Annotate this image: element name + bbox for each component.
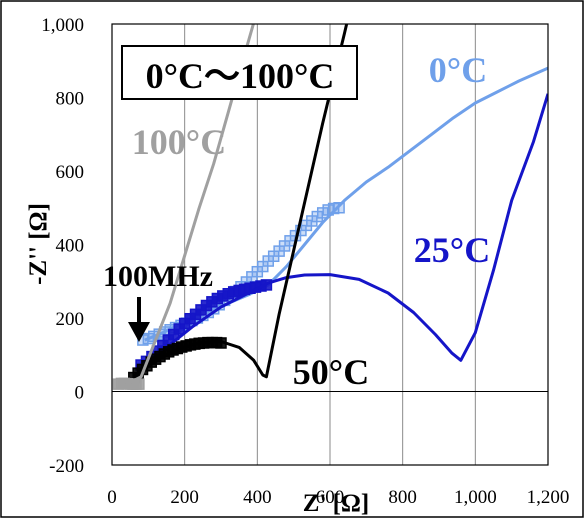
y-tick-label: 200 (56, 309, 85, 330)
x-tick-label: 800 (388, 487, 417, 508)
frequency-arrow-head (128, 322, 150, 342)
x-tick-label: 1,000 (454, 487, 497, 508)
y-tick-labels: -200 0 200 400 600 800 1,000 (41, 15, 84, 477)
series-label-100c: 100°C (132, 122, 226, 162)
series-label-50c: 50°C (293, 352, 369, 392)
frequency-label: 100MHz (103, 260, 213, 293)
y-tick-label: 800 (56, 89, 85, 110)
y-tick-label: 400 (56, 236, 85, 257)
x-tick-labels: 0 200 400 600 800 1,000 1,200 (107, 487, 569, 508)
x-tick-label: 200 (170, 487, 199, 508)
x-tick-label: 1,200 (527, 487, 570, 508)
y-tick-label: 1,000 (41, 15, 84, 36)
series-25c-line (140, 93, 548, 366)
plot-border (111, 23, 549, 466)
range-label-box: 0°C～100°C (121, 45, 358, 100)
y-tick-label: 0 (75, 383, 85, 404)
y-tick-label: -200 (49, 456, 84, 477)
range-label-frame (121, 45, 358, 100)
y-tick-label: 600 (56, 162, 85, 183)
frequency-annotation: 100MHz (103, 260, 213, 342)
series-label-0c: 0°C (429, 50, 487, 90)
y-axis-title: -Z'' [Ω] (25, 203, 52, 285)
series-label-25c: 25°C (414, 230, 490, 270)
series-50c-line (132, 24, 349, 379)
x-tick-label: 0 (107, 487, 117, 508)
x-tick-label: 600 (316, 487, 345, 508)
x-tick-label: 400 (243, 487, 272, 508)
range-label: 0°C～100°C (146, 56, 335, 96)
x-axis-title: Z' [Ω] (303, 490, 370, 517)
